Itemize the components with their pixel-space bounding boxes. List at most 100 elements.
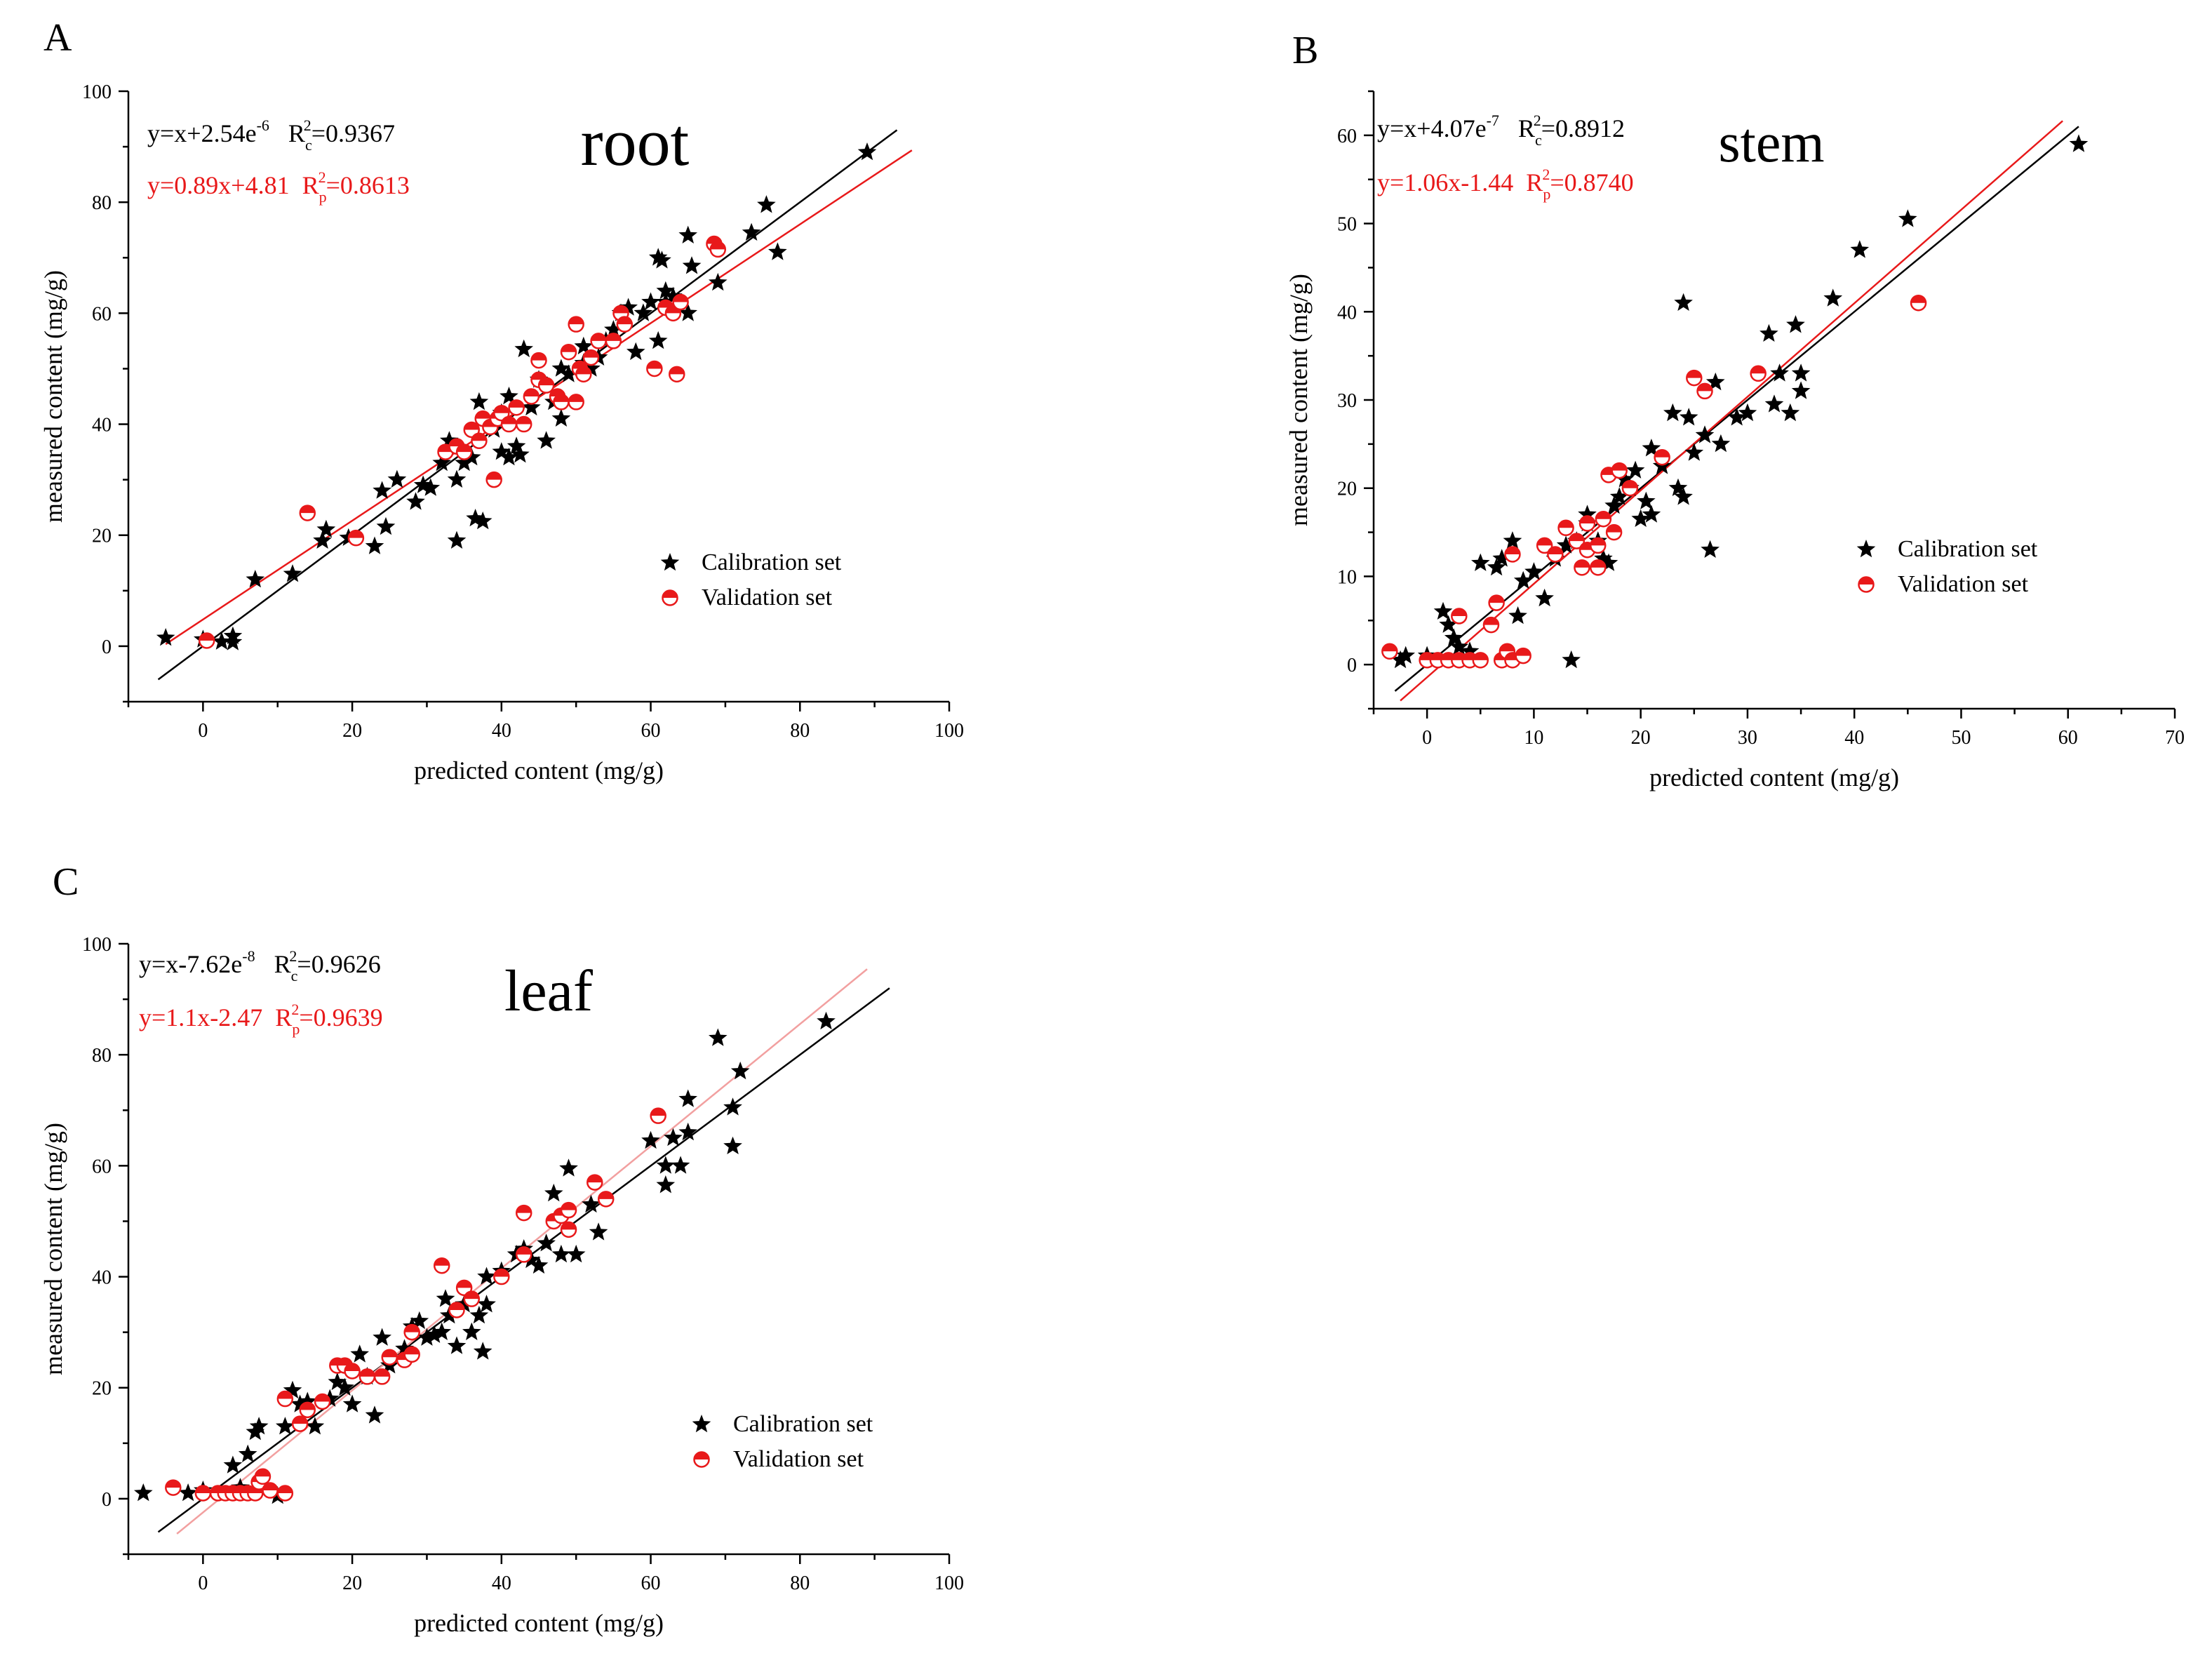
validation-point [1621, 479, 1639, 497]
y-tick-label: 10 [1337, 566, 1357, 588]
calibration-point [424, 1325, 444, 1343]
equation-part: p [319, 188, 327, 206]
validation-point [299, 1401, 316, 1419]
legend-calibration-label: Calibration set [733, 1411, 873, 1437]
calibration-point [1535, 588, 1554, 607]
validation-point [299, 505, 316, 521]
validation-point [508, 399, 525, 416]
calibration-point [436, 1289, 455, 1307]
calibration-point [1471, 553, 1490, 571]
validation-point [709, 241, 727, 258]
chart-title: stem [1718, 112, 1824, 174]
validation-point [1488, 594, 1505, 611]
validation-point [575, 366, 592, 383]
equation-part: =0.8613 [326, 171, 410, 199]
calibration-point [432, 1322, 451, 1340]
calibration-point [462, 448, 481, 466]
calibration-point [709, 1028, 728, 1046]
calibration-point [551, 408, 571, 427]
calibration-point [511, 445, 530, 463]
calibration-point [413, 475, 433, 493]
calibration-point [1492, 549, 1511, 567]
calibration-point [1791, 381, 1811, 399]
y-tick-label: 50 [1337, 214, 1357, 236]
calibration-point [678, 303, 697, 321]
calibration-point [514, 339, 533, 358]
x-tick-label: 70 [2165, 727, 2185, 749]
legend: Calibration set Validation set [660, 549, 842, 610]
calibration-point [678, 225, 697, 243]
validation-equation: y=1.1x-2.47 Rp 2=0.9639 [139, 1001, 383, 1038]
calibration-point [1727, 408, 1746, 426]
x-tick-label: 80 [790, 720, 810, 742]
calibration-point [1460, 641, 1480, 660]
calibration-point [757, 195, 776, 213]
calibration-equation: y=x+2.54e-6 Rc 2=0.9367 [147, 116, 395, 154]
y-tick-label: 60 [92, 303, 112, 325]
calibration-point [652, 250, 671, 269]
calibration-point [529, 1255, 549, 1274]
equation-part: y=x+2.54e [147, 119, 257, 147]
validation-point [254, 1468, 272, 1485]
validation-point [560, 1221, 577, 1238]
calibration-series [134, 1011, 836, 1504]
y-tick-label: 40 [92, 415, 112, 436]
calibration-point [477, 1267, 496, 1285]
calibration-point [473, 512, 492, 530]
validation-point [500, 415, 518, 433]
calibration-point [1604, 495, 1623, 514]
calibration-point [473, 1342, 492, 1360]
calibration-point [857, 142, 877, 161]
calibration-point [1770, 363, 1789, 382]
calibration-point [440, 431, 459, 449]
calibration-point [223, 626, 243, 644]
validation-point [165, 1479, 182, 1496]
calibration-point [678, 1122, 697, 1141]
validation-point [515, 1204, 532, 1222]
calibration-point [551, 359, 571, 377]
validation-point [276, 1390, 294, 1408]
equation-part: R [1499, 114, 1535, 142]
validation-point [455, 1279, 473, 1297]
calibration-point [246, 570, 265, 588]
validation-point [1595, 510, 1612, 528]
calibration-point [1444, 628, 1463, 646]
equation-part: y=0.89x+4.81 R [147, 171, 319, 199]
legend-star-icon [1856, 540, 1876, 558]
calibration-point [500, 387, 518, 405]
calibration-point [1705, 372, 1725, 391]
y-tick-label: 40 [1337, 302, 1357, 323]
calibration-point [1578, 505, 1597, 523]
equation-part: c [305, 136, 312, 154]
legend: Calibration set Validation set [1856, 536, 2038, 597]
validation-point [1686, 369, 1703, 387]
calibration-point [582, 359, 601, 377]
validation-point [1590, 559, 1607, 576]
calibration-point [574, 336, 594, 355]
x-tick-label: 100 [934, 1572, 964, 1594]
x-tick-label: 20 [342, 720, 362, 742]
equation-part: p [1543, 185, 1550, 203]
validation-point [358, 1368, 376, 1385]
calibration-point [421, 478, 441, 496]
equation-part: -6 [257, 116, 269, 134]
validation-point [1590, 537, 1607, 554]
calibration-point [1738, 403, 1757, 422]
equation-part: y=1.06x-1.44 R [1377, 168, 1543, 196]
validation-point [1750, 365, 1767, 382]
equation-part: c [1535, 131, 1542, 149]
validation-point [560, 343, 577, 361]
equation-part: -8 [242, 947, 255, 965]
validation-point [560, 1201, 577, 1219]
calibration-point [559, 1158, 578, 1177]
validation-point [650, 1107, 666, 1124]
calibration-point [1695, 425, 1715, 443]
y-tick-label: 20 [92, 1378, 112, 1400]
calibration-point [1791, 363, 1811, 382]
legend-validation-label: Validation set [1898, 571, 2029, 597]
calibration-point [223, 632, 243, 650]
panel-letter-a: A [43, 16, 72, 60]
x-tick-label: 100 [934, 720, 964, 742]
calibration-point [742, 222, 761, 241]
